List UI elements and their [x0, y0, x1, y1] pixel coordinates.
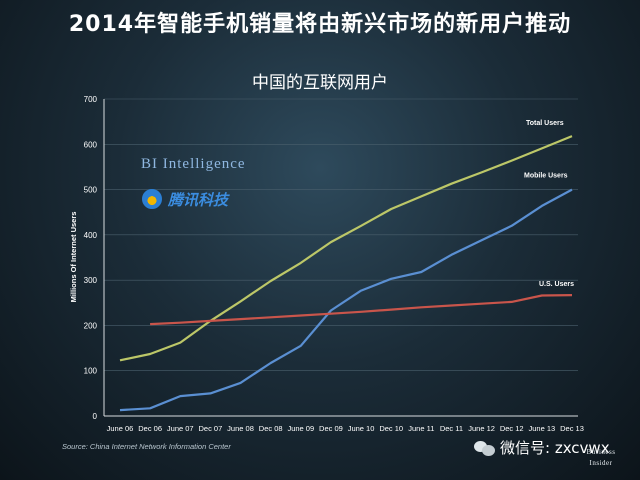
y-tick-label: 700 — [84, 95, 98, 104]
x-tick-label: Dec 11 — [440, 424, 463, 433]
y-tick-label: 200 — [84, 321, 98, 330]
wechat-id-label: 微信号: zxcvwx — [500, 439, 610, 457]
x-tick-label: Dec 12 — [500, 424, 524, 433]
y-tick-label: 600 — [84, 140, 98, 149]
business-insider-logo: Business Insider — [573, 447, 629, 469]
series-label-1: Total Users — [526, 120, 564, 127]
series-line-1 — [119, 135, 573, 362]
business-insider-logo-line1: Business — [586, 448, 616, 456]
x-tick-label: June 09 — [287, 424, 314, 433]
wechat-id: 微信号: zxcvwx — [474, 437, 610, 458]
page-headline: 2014年智能手机销量将由新兴市场的新用户推动 — [68, 12, 572, 37]
series-lines — [119, 135, 573, 412]
chart-title: 中国的互联网用户 — [252, 73, 388, 93]
tencent-logo-icon — [142, 189, 162, 209]
y-tick-label: 400 — [84, 231, 98, 240]
series-line-2 — [119, 188, 573, 412]
y-axis-label: Millions Of Internet Users — [69, 212, 78, 303]
tencent-tech-label: 腾讯科技 — [168, 190, 229, 209]
x-tick-label: Dec 10 — [379, 424, 403, 433]
wechat-icon — [474, 439, 496, 457]
x-tick-label: June 08 — [227, 424, 254, 433]
x-tick-label: Dec 07 — [199, 424, 223, 433]
y-tick-label: 100 — [84, 367, 98, 376]
x-tick-label: June 12 — [468, 424, 495, 433]
gridlines — [103, 98, 578, 417]
tencent-tech-watermark: 腾讯科技 — [142, 188, 228, 210]
series-labels: Total Users Mobile Users U.S. Users — [524, 120, 574, 288]
x-tick-label: Dec 13 — [560, 424, 584, 433]
x-tick-label: Dec 06 — [138, 424, 162, 433]
x-tick-label: June 11 — [408, 424, 434, 433]
series-label-3: U.S. Users — [539, 281, 574, 288]
x-axis-ticks: June 06 Dec 06 June 07 Dec 07 June 08 Dec 08 J… — [107, 424, 584, 433]
x-tick-label: Dec 09 — [319, 424, 343, 433]
x-tick-label: June 07 — [167, 424, 194, 433]
y-axis-ticks: 0 100 200 300 400 500 600 700 — [84, 95, 98, 421]
series-label-2: Mobile Users — [524, 173, 568, 180]
bi-intelligence-watermark: BI Intelligence — [141, 156, 246, 172]
x-tick-label: June 06 — [107, 424, 134, 433]
y-tick-label: 0 — [93, 412, 98, 421]
y-tick-label: 300 — [84, 276, 98, 285]
y-tick-label: 500 — [84, 186, 98, 195]
source-note: Source: China Internet Network Informati… — [62, 442, 231, 451]
series-line-3 — [150, 294, 573, 326]
x-tick-label: June 13 — [529, 424, 556, 433]
business-insider-logo-line2: Insider — [589, 459, 613, 467]
x-tick-label: Dec 08 — [259, 424, 283, 433]
x-tick-label: June 10 — [348, 424, 375, 433]
